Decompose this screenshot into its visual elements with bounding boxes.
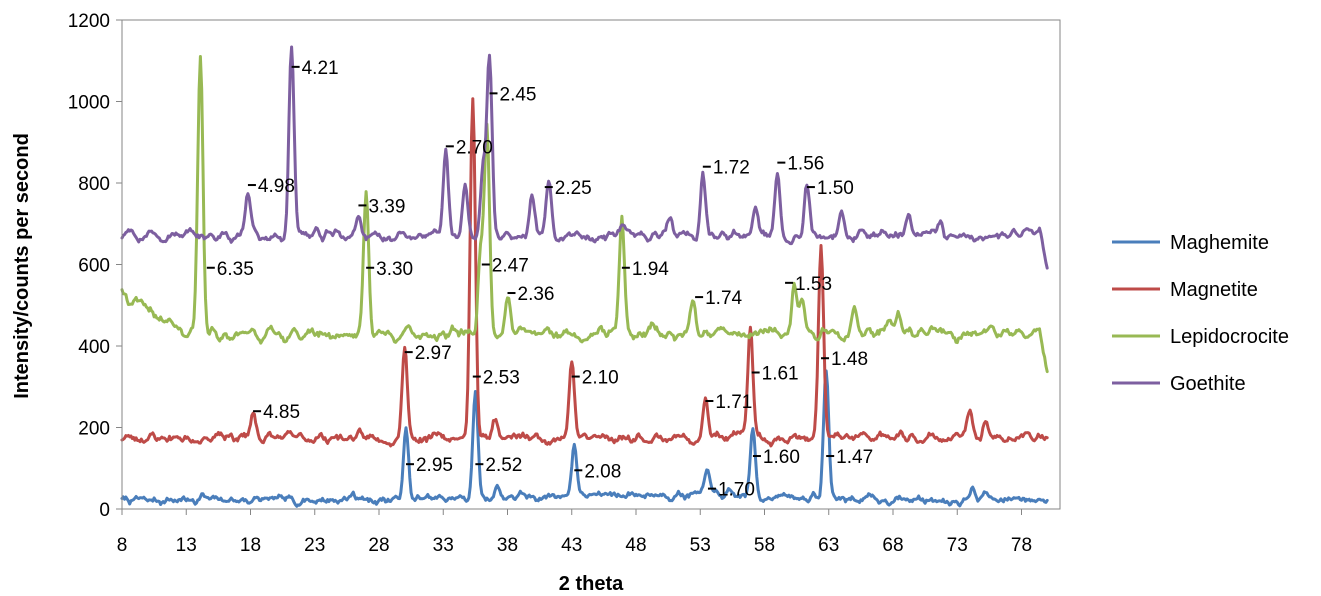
- x-tick-label: 8: [117, 535, 128, 556]
- legend-label: Lepidocrocite: [1170, 326, 1289, 348]
- peak-label: 1.74: [705, 288, 742, 309]
- x-tick-label: 68: [882, 535, 903, 556]
- series-line-maghemite: [120, 369, 1049, 508]
- y-tick-label: 200: [78, 419, 110, 440]
- y-axis-title: Intensity/counts per second: [11, 133, 33, 399]
- peak-label: 6.35: [217, 259, 254, 280]
- x-tick-label: 48: [625, 535, 646, 556]
- peak-label: 3.30: [376, 259, 413, 280]
- y-axis: 0 200 400 600 800 1000 1200: [68, 11, 123, 521]
- peak-label: 2.95: [416, 455, 453, 476]
- peak-label: 1.94: [632, 259, 669, 280]
- x-tick-label: 63: [818, 535, 839, 556]
- peak-label: 2.53: [483, 368, 520, 389]
- peak-label: 1.61: [762, 363, 799, 384]
- x-tick-label: 13: [176, 535, 197, 556]
- legend-label: Magnetite: [1170, 279, 1258, 301]
- x-tick-label: 43: [561, 535, 582, 556]
- peak-label: 1.48: [831, 349, 868, 370]
- legend-label: Maghemite: [1170, 232, 1269, 254]
- peak-label: 3.39: [368, 196, 405, 217]
- x-tick-label: 28: [368, 535, 389, 556]
- y-tick-label: 1000: [68, 93, 110, 114]
- peak-label: 1.70: [718, 480, 755, 501]
- series-layer: [120, 45, 1049, 508]
- peak-label: 2.70: [456, 137, 493, 158]
- x-tick-label: 38: [497, 535, 518, 556]
- peak-label: 2.25: [555, 178, 592, 199]
- peak-label: 2.45: [500, 84, 537, 105]
- peak-label: 2.97: [415, 343, 452, 364]
- y-tick-label: 800: [78, 174, 110, 195]
- legend: Maghemite Magnetite Lepidocrocite Goethite: [1112, 232, 1289, 395]
- x-tick-label: 23: [304, 535, 325, 556]
- y-tick-label: 600: [78, 256, 110, 277]
- peak-label: 1.72: [713, 158, 750, 179]
- series-line-goethite: [120, 45, 1049, 270]
- peak-label: 1.71: [715, 392, 752, 413]
- peak-label: 4.21: [302, 58, 339, 79]
- x-tick-label: 58: [754, 535, 775, 556]
- peak-label: 2.36: [518, 284, 555, 305]
- peak-label: 2.08: [584, 461, 621, 482]
- series-line-lepidocrocite: [120, 55, 1049, 374]
- peak-label: 4.98: [258, 176, 295, 197]
- peak-label: 4.85: [263, 402, 300, 423]
- x-tick-label: 78: [1011, 535, 1032, 556]
- x-axis-title: 2 theta: [559, 573, 624, 595]
- peak-label: 1.47: [836, 447, 873, 468]
- peak-label: 1.56: [787, 154, 824, 175]
- legend-label: Goethite: [1170, 373, 1246, 395]
- y-tick-label: 0: [99, 500, 110, 521]
- x-axis: 8 13 18 23 28 33 38 43 48 53 58 63 68 73 78: [117, 508, 1060, 556]
- peak-label: 1.53: [795, 274, 832, 295]
- peak-label: 2.47: [492, 256, 529, 277]
- peak-label: 1.50: [817, 178, 854, 199]
- x-tick-label: 73: [947, 535, 968, 556]
- peak-annotations: 4.21 2.45 4.98 3.39 2.70 2.25 1.72 1.56 1.50 6.35…: [206, 58, 873, 501]
- y-tick-label: 1200: [68, 11, 110, 32]
- x-tick-label: 18: [240, 535, 261, 556]
- peak-label: 2.52: [485, 455, 522, 476]
- peak-label: 2.10: [582, 368, 619, 389]
- peak-label: 1.60: [763, 447, 800, 468]
- x-tick-label: 53: [690, 535, 711, 556]
- plot-area: [121, 19, 1061, 510]
- x-tick-label: 33: [433, 535, 454, 556]
- series-line-magnetite: [120, 97, 1049, 448]
- y-tick-label: 400: [78, 337, 110, 358]
